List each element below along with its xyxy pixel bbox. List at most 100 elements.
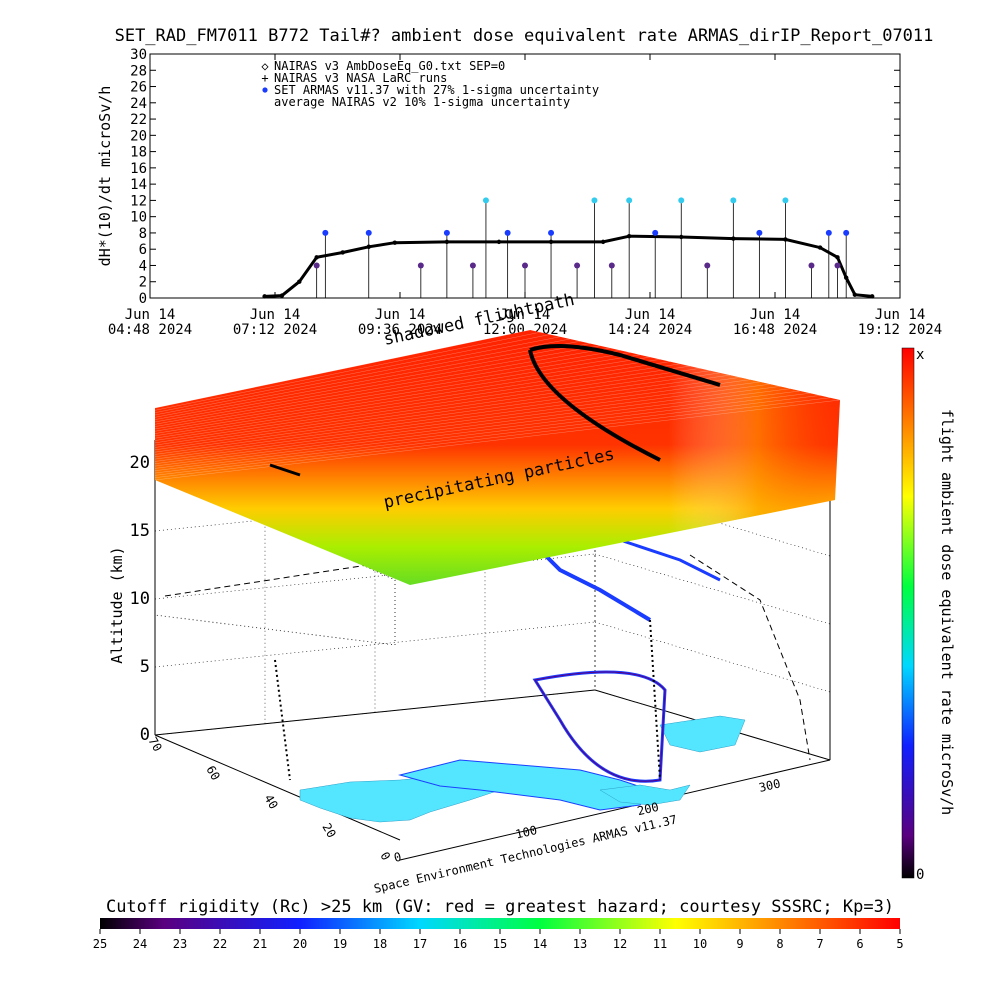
longitude-tick-label: 200 [636, 800, 660, 819]
series-armas-point [782, 197, 789, 204]
rigidity-tick-label: 18 [373, 937, 387, 951]
series-armas-point [469, 262, 476, 269]
sheet-stripe [154, 395, 821, 476]
y-tick-label: 14 [130, 177, 147, 193]
ground-track-edge [534, 671, 666, 782]
legend-marker [262, 87, 268, 93]
x-tick-label-day: Jun 14 [375, 307, 426, 323]
altitude-tick-label: 5 [140, 657, 150, 677]
legend-entry: NAIRAS v3 NASA LaRC runs [274, 71, 447, 85]
series-armas-point [652, 229, 659, 236]
x-tick-label-time: 19:12 2024 [858, 322, 942, 338]
flight-path-cruise [538, 548, 652, 622]
x-tick-label-time: 14:24 2024 [608, 322, 692, 338]
rigidity-tick-label: 23 [173, 937, 187, 951]
sheet-stripe [154, 361, 671, 441]
series-armas-point [704, 262, 711, 269]
series-armas-point [522, 262, 528, 269]
legend-marker: ◇ [261, 59, 269, 73]
altitude-3d-panel: shadowed flightpath precipitating partic… [108, 290, 841, 896]
sheet-stripe [154, 390, 801, 471]
series-nairas-point [279, 293, 285, 298]
series-armas-point [365, 229, 372, 236]
series-armas-point [808, 262, 815, 269]
legend-entry: average NAIRAS v2 10% 1-sigma uncertaint… [274, 95, 570, 109]
series-armas-point [825, 229, 832, 236]
grid-line [594, 689, 831, 761]
sheet-stripe [154, 399, 841, 481]
y-tick-label: 20 [130, 128, 147, 144]
series-nairas-point [314, 255, 319, 260]
sheet-stripe [154, 343, 591, 423]
series-armas-point [504, 229, 511, 236]
rigidity-tick-label: 16 [453, 937, 467, 951]
rigidity-tick-label: 7 [816, 937, 823, 951]
x-tick-label-day: Jun 14 [750, 307, 801, 323]
sheet-stripe [154, 368, 701, 448]
sheet-stripe [154, 338, 571, 418]
sheet-stripe [154, 356, 651, 437]
shadowed-path-top [529, 344, 721, 387]
y-tick-label: 8 [139, 226, 147, 242]
sheet-stripe [154, 377, 741, 458]
longitude-tick-label: 100 [514, 823, 538, 842]
series-armas-point [482, 197, 489, 204]
series-nairas-line [264, 234, 873, 298]
y-tick-label: 26 [130, 80, 147, 96]
series-armas-point [756, 229, 763, 236]
sheet-stripe [154, 374, 731, 455]
series-nairas-point [496, 239, 502, 245]
latitude-tick-label: 70 [145, 735, 164, 755]
y-tick-label: 18 [130, 145, 147, 161]
series-nairas-point [600, 239, 606, 245]
latitude-tick-label: 0 [377, 850, 393, 863]
y-tick-label: 16 [130, 161, 147, 177]
shadowed-path-arc [528, 349, 661, 462]
series-armas-point [834, 262, 841, 269]
x-tick-label-day: Jun 14 [500, 307, 551, 323]
sheet-stripe [154, 334, 551, 413]
series-armas-point [608, 262, 615, 269]
series-nairas-point [392, 240, 397, 245]
rigidity-tick-label: 8 [776, 937, 783, 951]
x-tick-label-time: 09:36 2024 [358, 322, 442, 338]
sheet-stripe [154, 359, 661, 439]
rigidity-title: Cutoff rigidity (Rc) >25 km (GV: red = g… [106, 897, 894, 917]
rigidity-tick-label: 21 [253, 937, 267, 951]
series-nairas-point [835, 255, 840, 260]
y-tick-label: 28 [130, 63, 147, 79]
longitude-tick-label: 300 [758, 776, 782, 795]
rigidity-tick-label: 22 [213, 937, 227, 951]
sheet-stripe [154, 372, 721, 453]
series-armas-point [730, 197, 737, 204]
series-armas-point [313, 262, 320, 269]
rigidity-tick-label: 12 [613, 937, 627, 951]
rigidity-tick-label: 5 [896, 937, 903, 951]
rigidity-tick-label: 13 [573, 937, 587, 951]
series-armas-point [678, 197, 685, 204]
sheet-stripe [154, 383, 771, 464]
sheet-stripe [154, 341, 581, 420]
rigidity-tick-label: 6 [856, 937, 863, 951]
x-tick-label-time: 16:48 2024 [733, 322, 817, 338]
rigidity-tick-label: 9 [736, 937, 743, 951]
timeseries-series [262, 197, 875, 299]
rigidity-colorbar [100, 918, 900, 929]
series-armas-point [417, 262, 424, 269]
sheet-stripe [154, 388, 791, 469]
altitude-axis-label: Altitude (km) [108, 546, 126, 663]
rigidity-tick-label: 10 [693, 937, 707, 951]
particle-sheet-shade [155, 330, 840, 585]
longitude-tick-label: 0 [393, 850, 403, 865]
grid-line [594, 553, 831, 625]
rigidity-tick-label: 19 [333, 937, 347, 951]
colorbar-min-label: 0 [916, 867, 924, 883]
series-armas-point [591, 197, 598, 204]
y-tick-label: 0 [139, 291, 147, 307]
timeseries-legend: ◇ NAIRAS v3 AmbDoseEq_G0.txt SEP=0 + NAIRAS… [261, 59, 599, 109]
rigidity-tick-label: 20 [293, 937, 307, 951]
legend-entry: NAIRAS v3 AmbDoseEq_G0.txt SEP=0 [274, 59, 505, 73]
rigidity-tick-label: 14 [533, 937, 547, 951]
sheet-stripe [154, 370, 711, 451]
